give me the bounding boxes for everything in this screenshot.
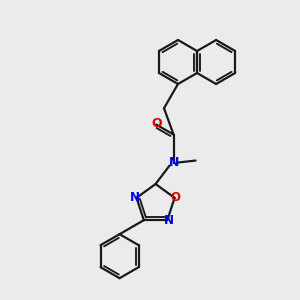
Text: N: N (164, 214, 174, 227)
Text: N: N (130, 191, 140, 204)
Text: O: O (151, 117, 162, 130)
Text: N: N (168, 156, 179, 169)
Text: O: O (171, 191, 181, 204)
